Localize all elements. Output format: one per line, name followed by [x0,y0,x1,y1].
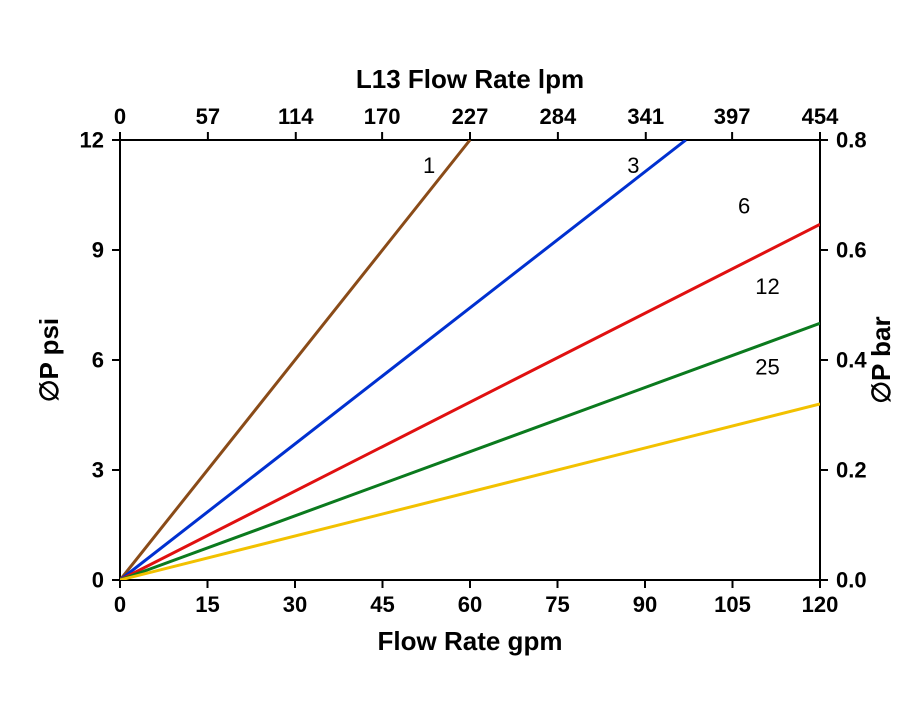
y-left-axis-label: ∅P psi [34,318,64,402]
x-top-tick-label: 454 [802,104,839,129]
y-left-tick-label: 0 [92,568,104,593]
y-right-tick-label: 0.8 [836,128,867,153]
x-bottom-tick-label: 0 [114,592,126,617]
y-right-axis-label: ∅P bar [866,316,896,403]
chart-top-title: L13 Flow Rate lpm [356,64,584,94]
x-top-tick-label: 227 [452,104,489,129]
y-right-tick-label: 0.2 [836,458,867,483]
pressure-drop-chart: 0153045607590105120Flow Rate gpm05711417… [0,0,918,710]
series-label: 6 [738,193,750,218]
x-top-tick-label: 0 [114,104,126,129]
x-top-tick-label: 341 [627,104,664,129]
y-right-tick-label: 0.4 [836,348,867,373]
x-top-tick-label: 397 [714,104,751,129]
y-right-tick-label: 0.6 [836,238,867,263]
x-top-tick-label: 57 [196,104,220,129]
x-top-tick-label: 170 [364,104,401,129]
y-left-tick-label: 12 [80,128,104,153]
x-bottom-tick-label: 120 [802,592,839,617]
y-left-tick-label: 6 [92,348,104,373]
x-bottom-tick-label: 45 [370,592,394,617]
x-bottom-tick-label: 105 [714,592,751,617]
y-left-tick-label: 9 [92,238,104,263]
series-label: 25 [755,355,779,380]
y-left-tick-label: 3 [92,458,104,483]
series-label: 1 [423,153,435,178]
series-label: 3 [627,153,639,178]
x-bottom-axis-label: Flow Rate gpm [378,626,563,656]
x-top-tick-label: 284 [540,104,577,129]
series-label: 12 [755,274,779,299]
x-bottom-tick-label: 15 [195,592,219,617]
x-bottom-tick-label: 90 [633,592,657,617]
x-bottom-tick-label: 60 [458,592,482,617]
y-right-tick-label: 0.0 [836,568,867,593]
x-top-tick-label: 114 [278,104,314,129]
x-bottom-tick-label: 30 [283,592,307,617]
x-bottom-tick-label: 75 [545,592,569,617]
